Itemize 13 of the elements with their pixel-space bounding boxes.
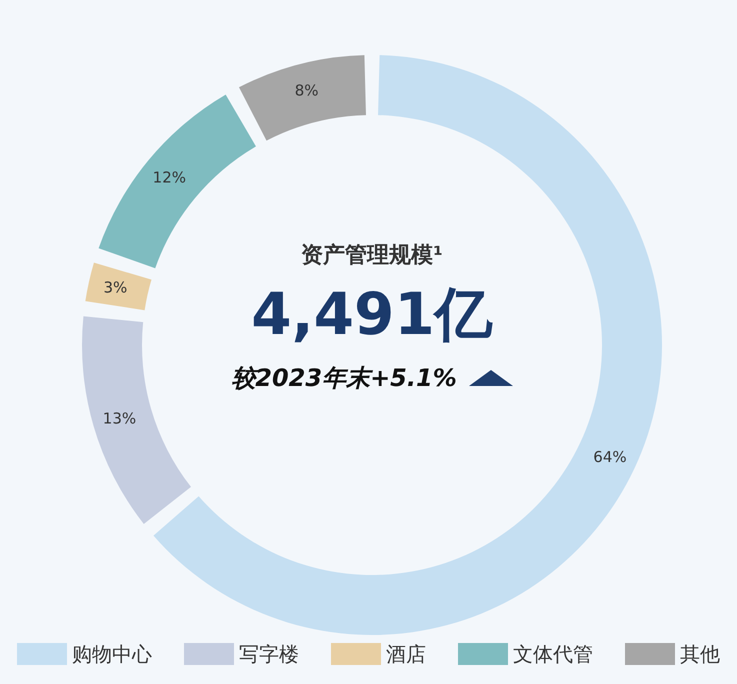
text: 4,491亿	[250, 279, 494, 350]
text: 较2023年末+5.1%	[231, 363, 457, 394]
legend-label: 购物中心	[72, 642, 152, 666]
data-label: 13%	[102, 409, 136, 428]
legend-label: 酒店	[386, 642, 426, 666]
legend-label: 文体代管	[513, 642, 593, 666]
legend-label: 写字楼	[239, 642, 299, 666]
data-label: 8%	[294, 81, 318, 100]
data-label: 12%	[152, 168, 186, 186]
data-label: 3%	[103, 278, 128, 297]
legend-label: 其他	[680, 642, 720, 666]
text: 资产管理规模¹	[300, 242, 444, 270]
data-label: 64%	[593, 448, 627, 466]
